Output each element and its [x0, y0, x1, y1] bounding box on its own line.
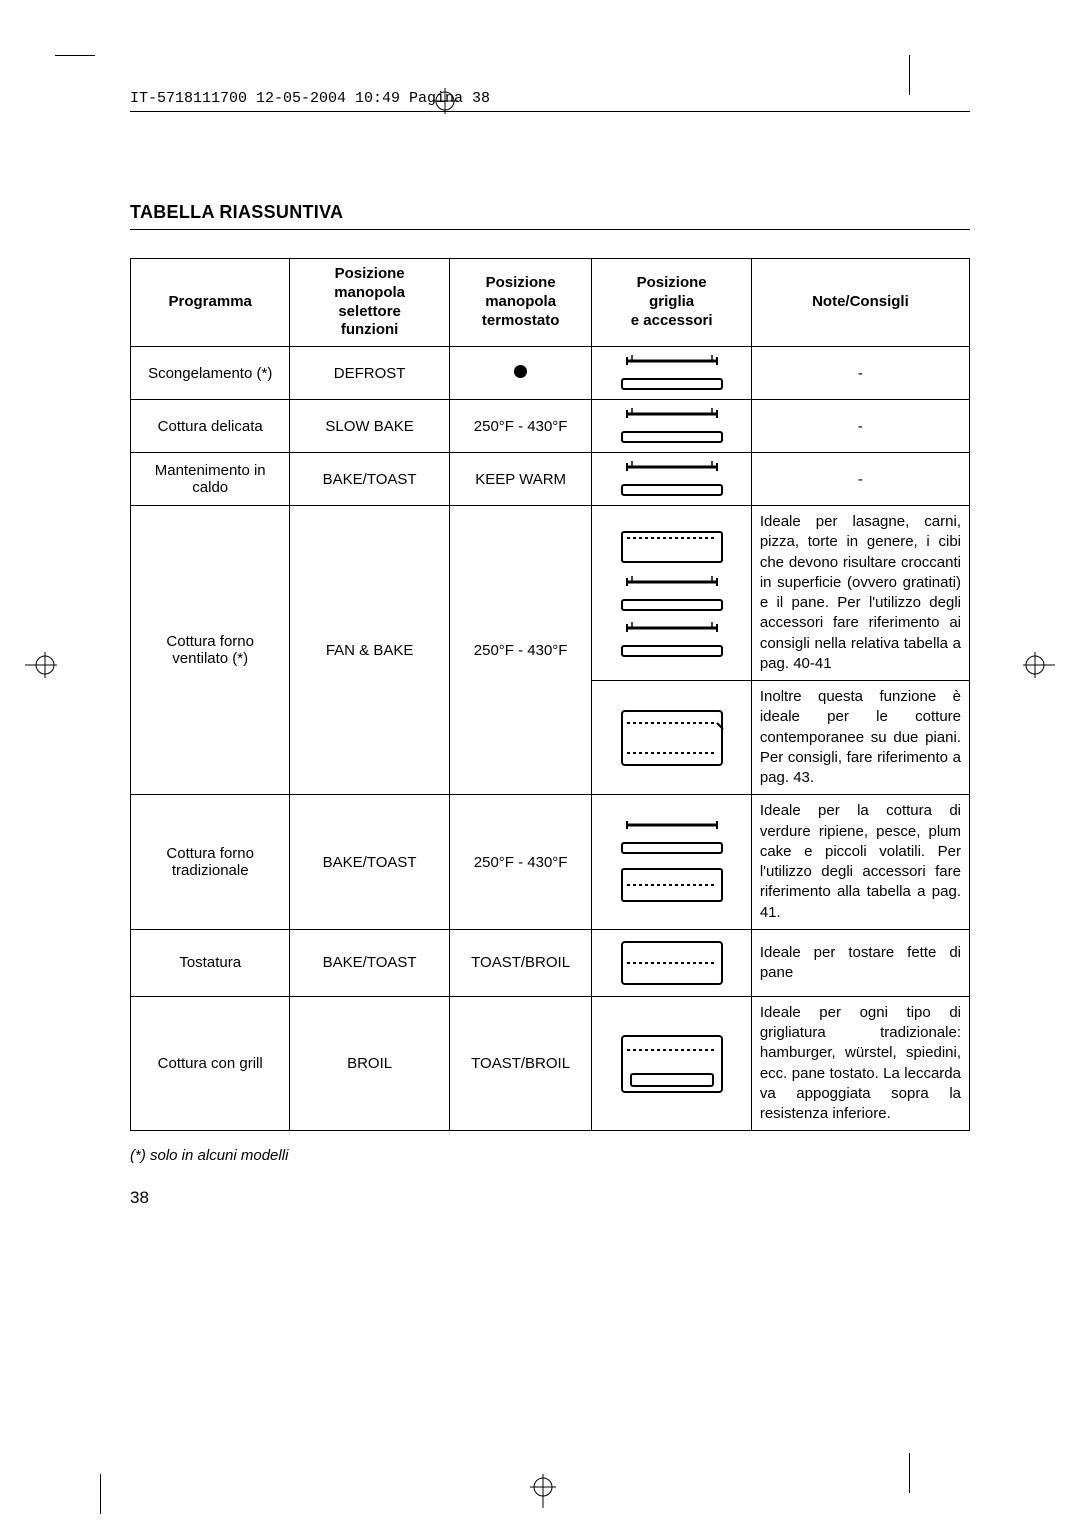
- table-row: Tostatura BAKE/TOAST TOAST/BROIL Ideale …: [131, 929, 970, 996]
- cell-funzioni: BAKE/TOAST: [290, 929, 449, 996]
- th-text: Posizionegrigliae accessori: [631, 274, 713, 329]
- th-text: Posizionemanopolaselettorefunzioni: [334, 265, 405, 338]
- cell-termostato: TOAST/BROIL: [449, 929, 592, 996]
- cell-funzioni: DEFROST: [290, 347, 449, 400]
- footnote: (*) solo in alcuni modelli: [130, 1147, 970, 1164]
- table-row: Cottura delicata SLOW BAKE 250°F - 430°F: [131, 400, 970, 453]
- cell-termostato: KEEP WARM: [449, 453, 592, 506]
- cell-note: Inoltre questa funzione è ideale per le …: [751, 681, 969, 795]
- cell-termostato: [449, 347, 592, 400]
- cell-termostato: TOAST/BROIL: [449, 996, 592, 1131]
- cell-programma: Mantenimento in caldo: [131, 453, 290, 506]
- cell-programma: Tostatura: [131, 929, 290, 996]
- page-number: 38: [130, 1188, 970, 1208]
- header-rule: [130, 111, 970, 112]
- cell-funzioni: FAN & BAKE: [290, 506, 449, 795]
- th-note: Note/Consigli: [751, 259, 969, 347]
- cell-note: -: [751, 400, 969, 453]
- cell-programma: Cottura con grill: [131, 996, 290, 1131]
- rack-icon: [617, 936, 727, 990]
- cell-programma: Cottura forno tradizionale: [131, 795, 290, 930]
- cell-griglia: [592, 795, 751, 930]
- rack-icon: [617, 863, 727, 907]
- cell-griglia: [592, 506, 751, 681]
- cell-termostato: 250°F - 430°F: [449, 506, 592, 795]
- th-programma: Programma: [131, 259, 290, 347]
- cell-note: Ideale per la cottura di verdure ripiene…: [751, 795, 969, 930]
- crop-mark: [100, 1474, 101, 1514]
- cell-griglia: [592, 347, 751, 400]
- registration-mark-bottom: [530, 1474, 556, 1508]
- summary-table: Programma Posizionemanopolaselettorefunz…: [130, 258, 970, 1131]
- rack-icon: [617, 406, 727, 446]
- rack-icon: [617, 459, 727, 499]
- rack-icon: [617, 526, 727, 568]
- cell-funzioni: SLOW BAKE: [290, 400, 449, 453]
- cell-griglia: [592, 929, 751, 996]
- cell-griglia: [592, 681, 751, 795]
- rack-icon: [617, 817, 727, 857]
- title-rule: [130, 229, 970, 230]
- cell-note: Ideale per tostare fette di pane: [751, 929, 969, 996]
- cell-programma: Cottura forno ventilato (*): [131, 506, 290, 795]
- cell-note: Ideale per ogni tipo di grigliatura trad…: [751, 996, 969, 1131]
- cell-note: -: [751, 347, 969, 400]
- cell-funzioni: BAKE/TOAST: [290, 795, 449, 930]
- section-title: TABELLA RIASSUNTIVA: [130, 202, 970, 223]
- rack-icon: [617, 620, 727, 660]
- rack-icon: [617, 574, 727, 614]
- th-funzioni: Posizionemanopolaselettorefunzioni: [290, 259, 449, 347]
- cell-programma: Cottura delicata: [131, 400, 290, 453]
- rack-icon: [617, 353, 727, 393]
- table-row: Cottura forno tradizionale BAKE/TOAST 25…: [131, 795, 970, 930]
- cell-funzioni: BROIL: [290, 996, 449, 1131]
- rack-icon: [617, 1030, 727, 1098]
- table-row: Cottura con grill BROIL TOAST/BROIL Idea…: [131, 996, 970, 1131]
- table-row: Mantenimento in caldo BAKE/TOAST KEEP WA…: [131, 453, 970, 506]
- cell-note: -: [751, 453, 969, 506]
- th-termostato: Posizionemanopolatermostato: [449, 259, 592, 347]
- crop-mark: [909, 1453, 910, 1493]
- cell-note: Ideale per lasagne, carni, pizza, torte …: [751, 506, 969, 681]
- cell-termostato: 250°F - 430°F: [449, 795, 592, 930]
- rack-icon: [617, 703, 727, 773]
- cell-programma: Scongelamento (*): [131, 347, 290, 400]
- cell-griglia: [592, 996, 751, 1131]
- table-header-row: Programma Posizionemanopolaselettorefunz…: [131, 259, 970, 347]
- cell-griglia: [592, 453, 751, 506]
- th-text: Posizionemanopolatermostato: [482, 274, 560, 329]
- table-row: Cottura forno ventilato (*) FAN & BAKE 2…: [131, 506, 970, 681]
- table-row: Scongelamento (*) DEFROST: [131, 347, 970, 400]
- thermostat-dot-icon: [514, 365, 527, 378]
- cell-termostato: 250°F - 430°F: [449, 400, 592, 453]
- cell-funzioni: BAKE/TOAST: [290, 453, 449, 506]
- cell-griglia: [592, 400, 751, 453]
- header-stamp: IT-5718111700 12-05-2004 10:49 Pagina 38: [130, 90, 970, 107]
- th-griglia: Posizionegrigliae accessori: [592, 259, 751, 347]
